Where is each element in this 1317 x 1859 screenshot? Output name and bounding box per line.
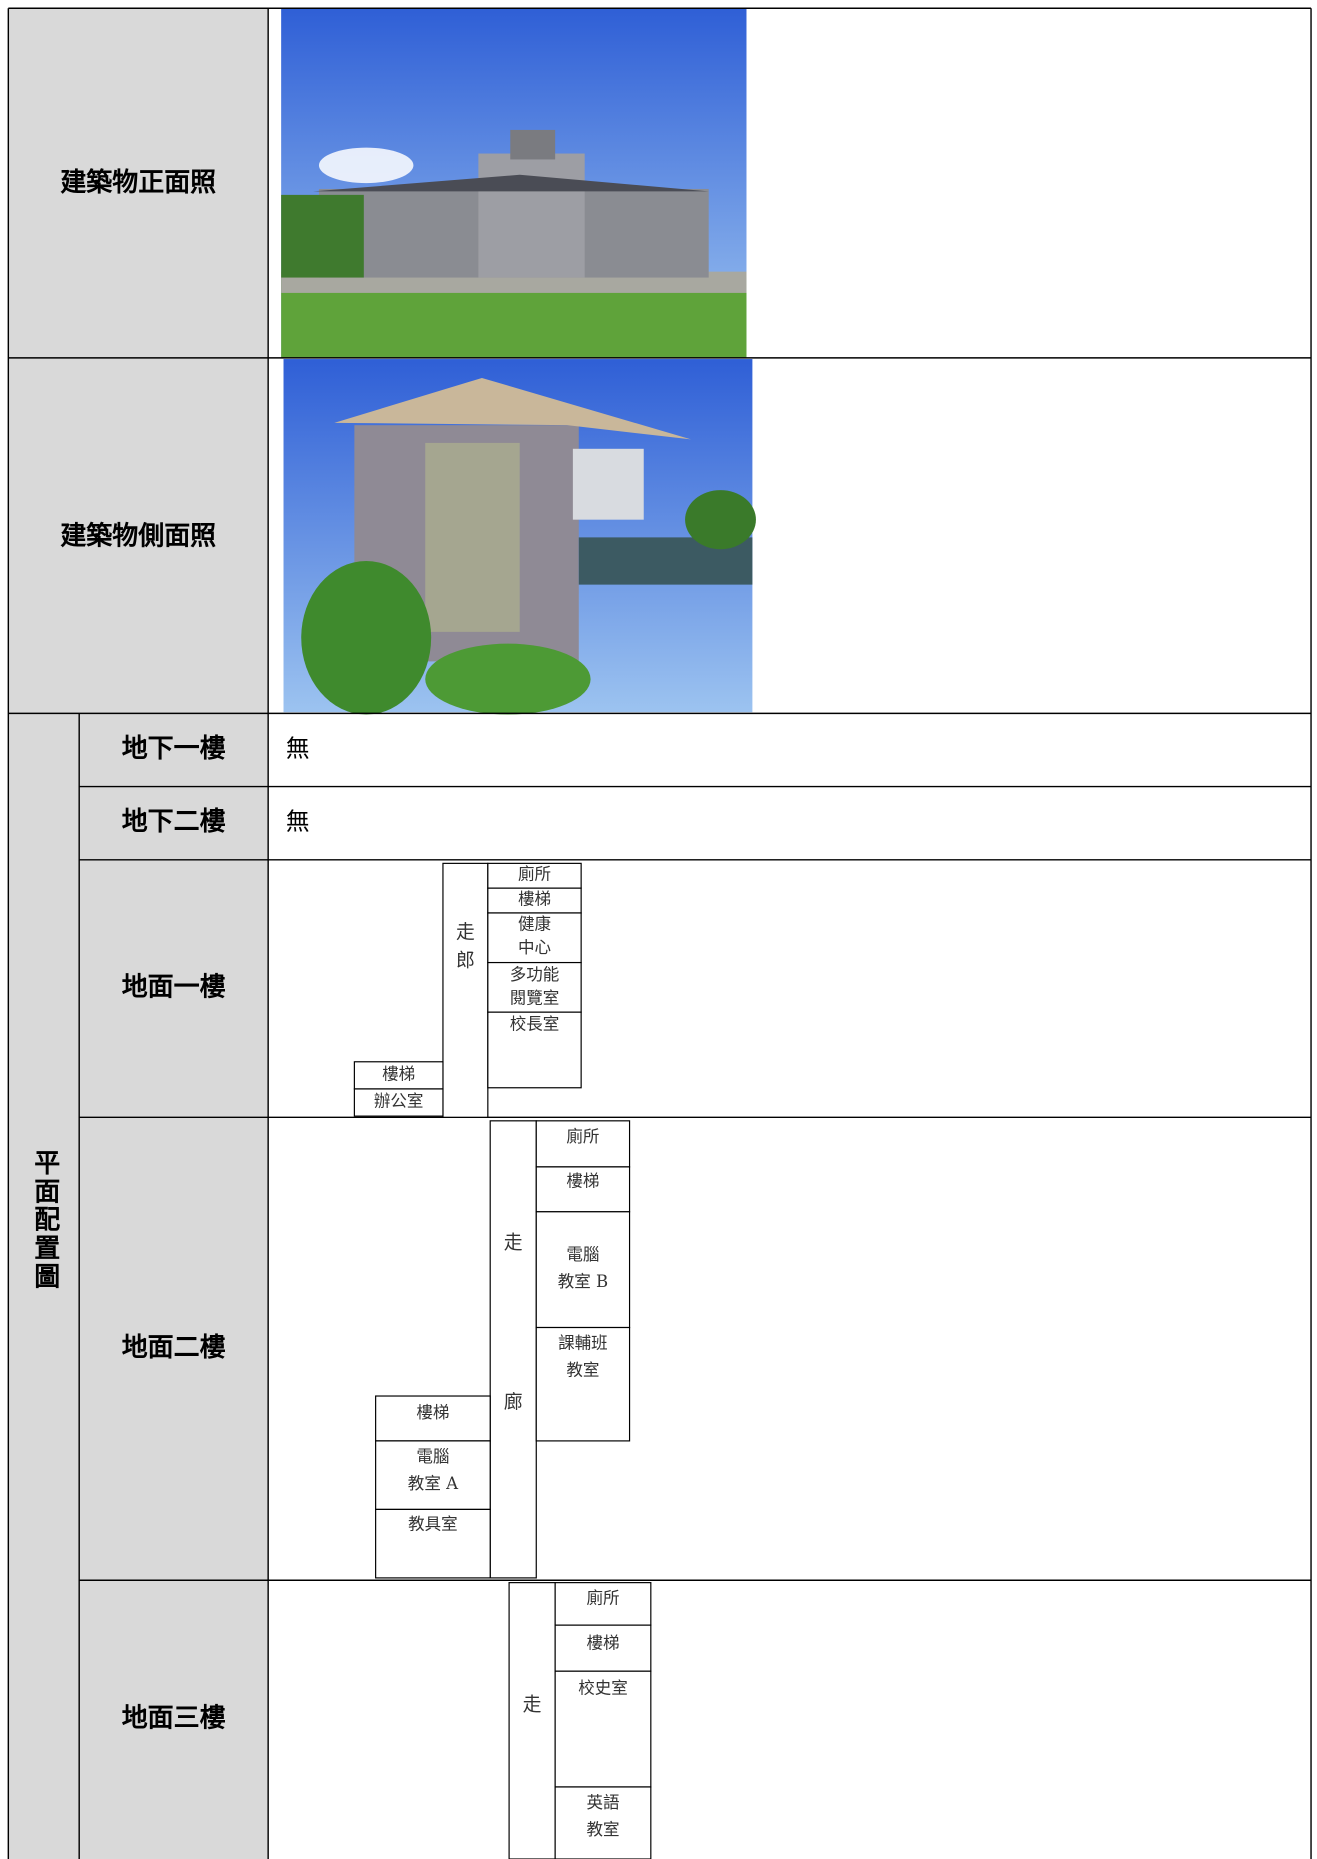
room-label: 閱覽室 — [510, 989, 560, 1008]
corridor-label: 走 — [523, 1693, 542, 1715]
room-label: 多功能 — [510, 965, 560, 984]
room — [487, 1011, 582, 1089]
room-label: 教室 B — [558, 1272, 608, 1291]
room — [375, 1440, 491, 1510]
corridor — [442, 862, 489, 1118]
floor-name: 地下二樓 — [122, 806, 226, 837]
corridor — [489, 1120, 537, 1579]
corridor-label: 走 — [504, 1232, 523, 1254]
corridor-label: 郎 — [456, 949, 475, 971]
room-label: 中心 — [518, 938, 551, 957]
floor-name: 地面一樓 — [122, 972, 226, 1003]
corridor-label: 走 — [456, 921, 475, 943]
side-photo — [283, 359, 756, 715]
room — [375, 1508, 491, 1579]
corridor-label: 廊 — [504, 1391, 523, 1413]
row-label: 建築物側面照 — [60, 520, 216, 551]
floor-name: 地下一樓 — [122, 733, 226, 764]
room-label: 英語 — [586, 1793, 619, 1812]
room — [487, 862, 582, 889]
room — [535, 1326, 631, 1442]
room — [535, 1211, 631, 1329]
room-label: 健康 — [518, 914, 551, 933]
row-label: 建築物正面照 — [60, 167, 216, 198]
room — [487, 887, 582, 914]
room — [535, 1166, 631, 1213]
room-label: 電腦 — [566, 1245, 599, 1264]
header-bg — [8, 713, 269, 1859]
floor-content: 無 — [286, 734, 310, 762]
room-label: 教室 — [586, 1820, 619, 1839]
plan-label: 平面配置圖 — [30, 1149, 60, 1291]
room-label: 樓梯 — [416, 1403, 449, 1422]
room-label: 教室 — [566, 1361, 599, 1380]
room-label: 教具室 — [408, 1514, 458, 1533]
room-label: 樓梯 — [586, 1634, 619, 1653]
room-label: 校長室 — [510, 1015, 560, 1034]
room — [554, 1786, 652, 1859]
room — [554, 1670, 652, 1788]
room — [353, 1061, 444, 1090]
room-label: 廁所 — [566, 1126, 599, 1146]
corridor — [508, 1582, 556, 1859]
floor-name: 地面二樓 — [122, 1332, 226, 1363]
room-label: 樓梯 — [566, 1172, 599, 1191]
room — [487, 961, 582, 1013]
room-label: 廁所 — [518, 864, 551, 884]
floor-name: 地面三樓 — [122, 1703, 226, 1734]
room-label: 電腦 — [416, 1447, 449, 1466]
header-bg — [8, 8, 269, 714]
room-label: 廁所 — [586, 1588, 619, 1608]
room — [535, 1120, 631, 1168]
room-label: 教室 A — [408, 1474, 459, 1493]
room-label: 辦公室 — [374, 1091, 424, 1110]
room — [353, 1088, 444, 1117]
room-label: 課輔班 — [558, 1334, 608, 1353]
room-label: 校史室 — [578, 1678, 628, 1697]
room-label: 樓梯 — [382, 1064, 415, 1083]
room-label: 樓梯 — [518, 889, 551, 908]
front-photo — [281, 8, 747, 358]
floor-content: 無 — [286, 808, 310, 836]
